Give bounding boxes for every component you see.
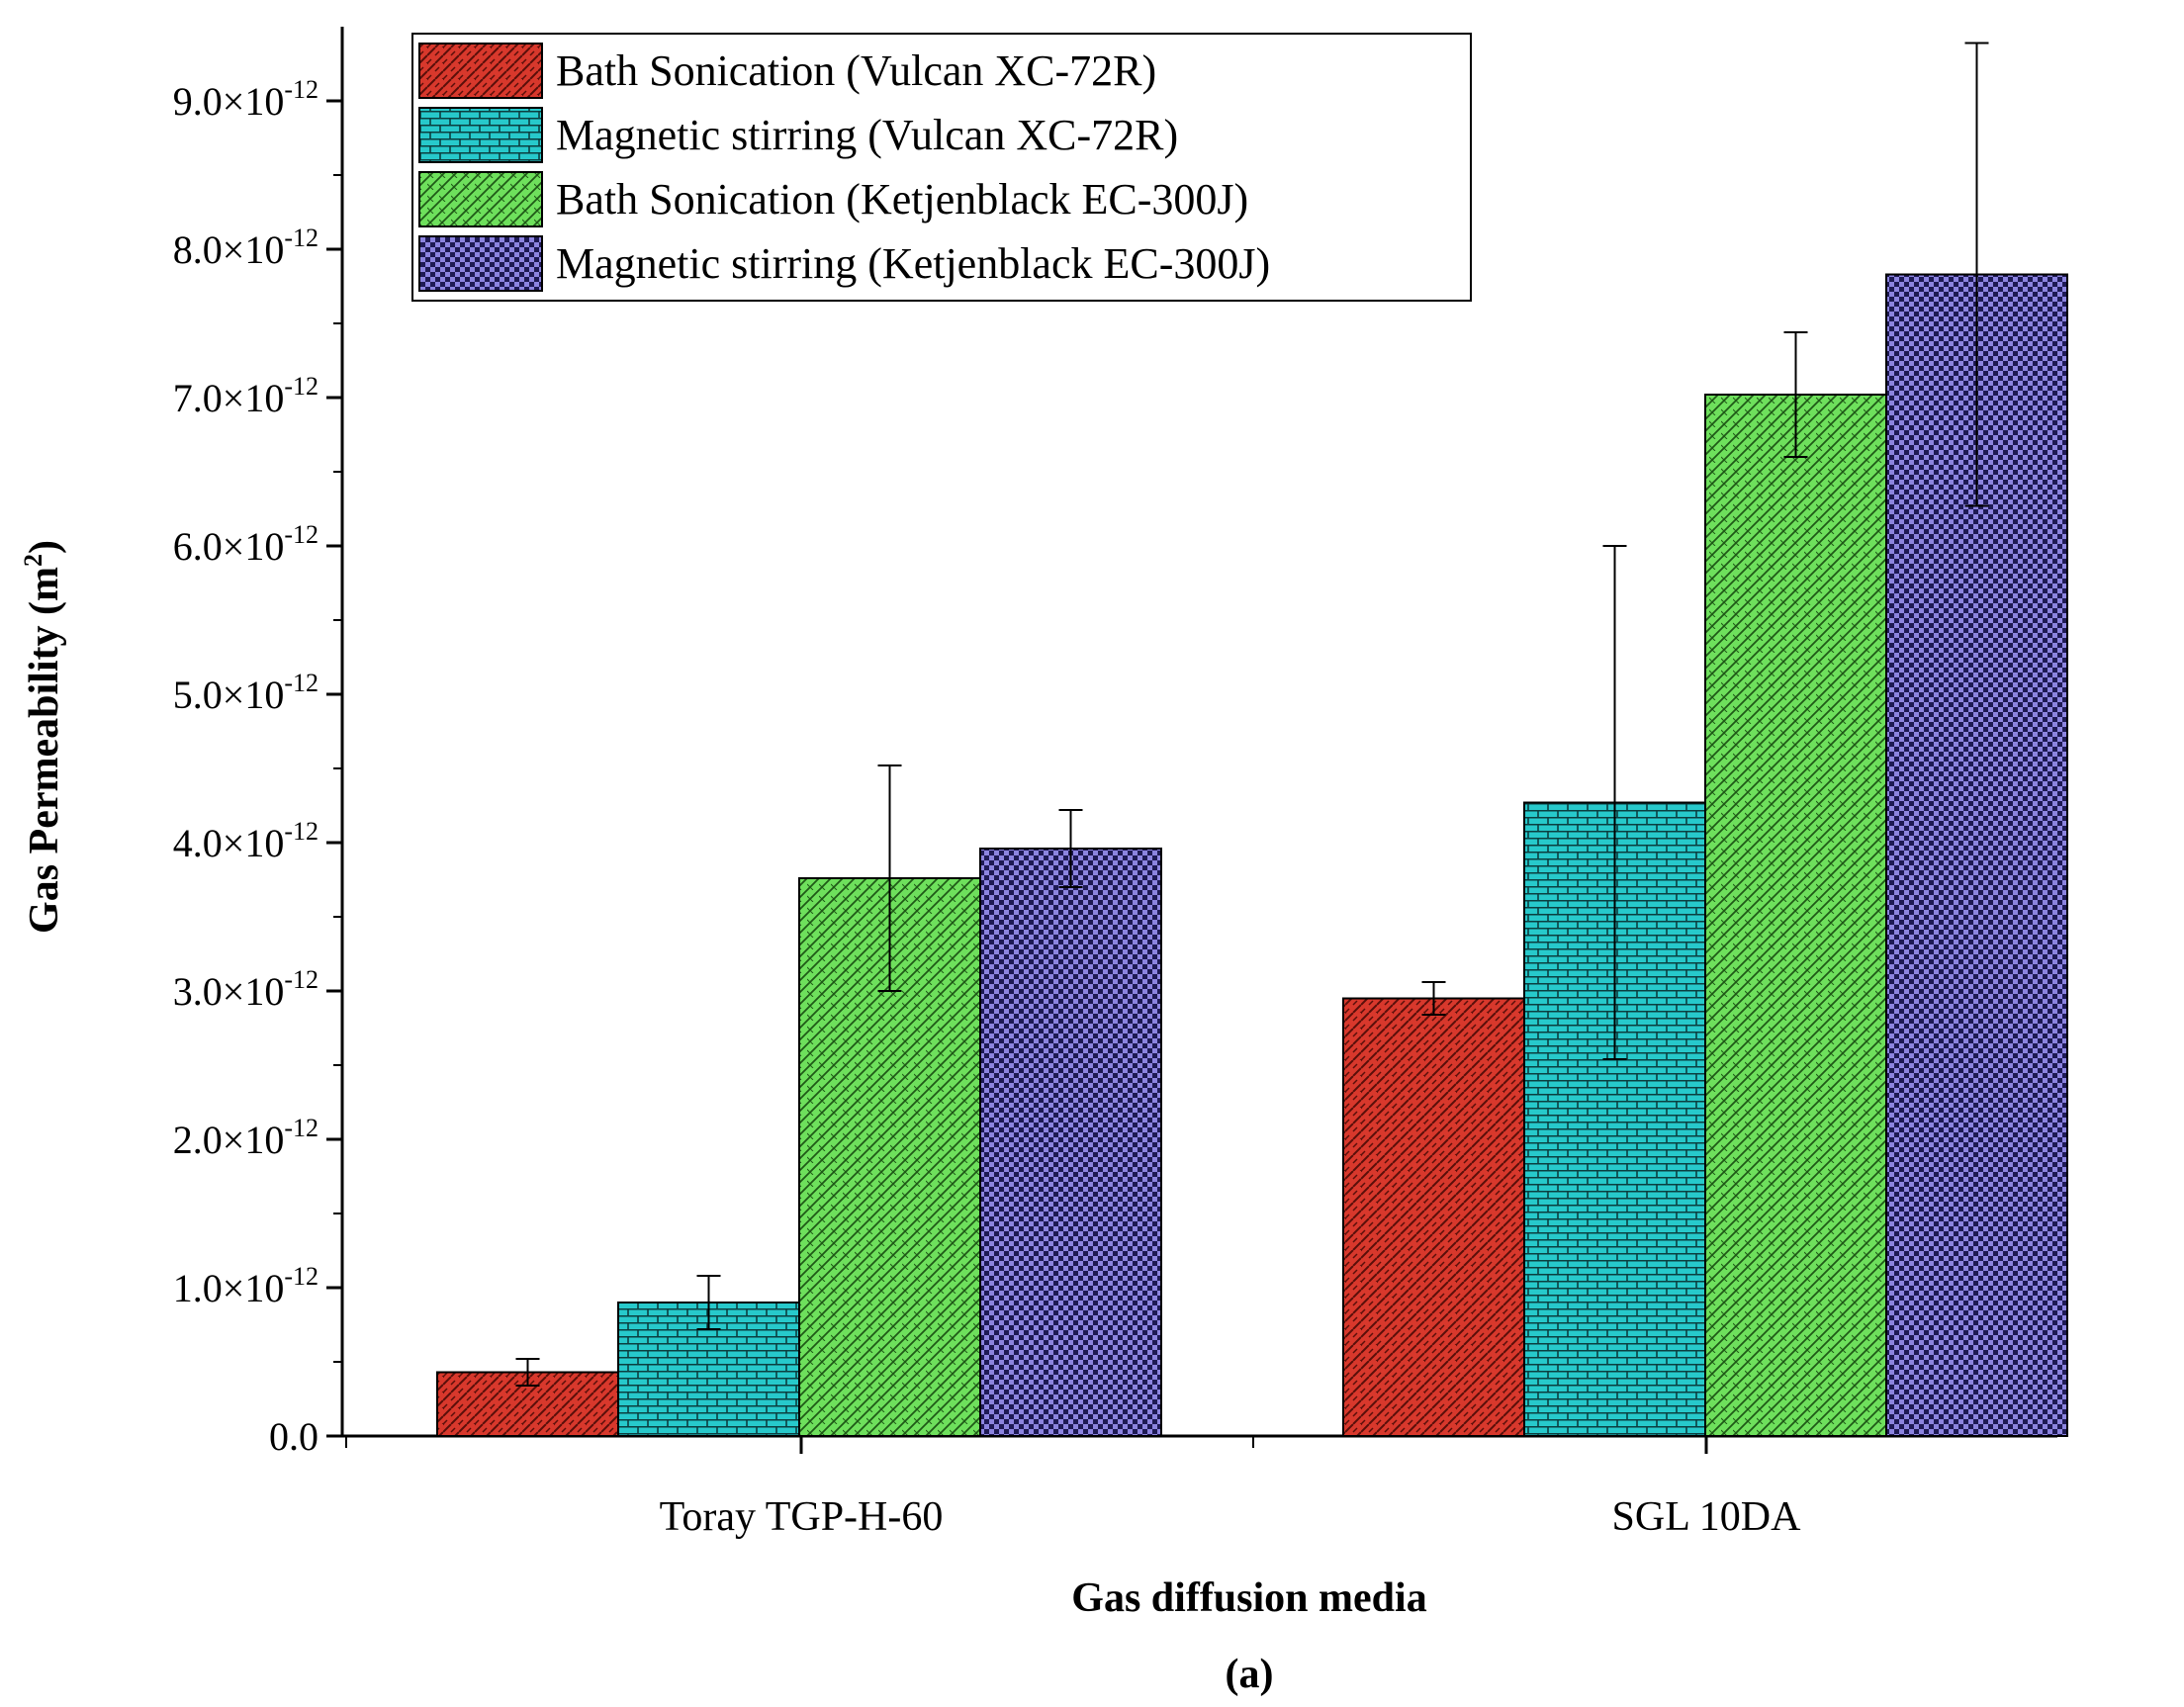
- y-tick-label: 2.0×10-12: [173, 1114, 318, 1162]
- y-tick-label: 4.0×10-12: [173, 817, 318, 865]
- y-tick-label: 6.0×10-12: [173, 520, 318, 569]
- y-tick-label: 5.0×10-12: [173, 669, 318, 717]
- legend-box: [411, 33, 1472, 302]
- legend-swatch-0: [418, 43, 543, 99]
- y-tick-label: 0.0: [269, 1414, 318, 1459]
- legend-swatch-3: [418, 235, 543, 292]
- legend-swatch-1: [418, 107, 543, 163]
- y-tick-label: 1.0×10-12: [173, 1262, 318, 1310]
- y-axis-label: Gas Permeability (m2): [19, 540, 67, 934]
- legend-label-3: Magnetic stirring (Ketjenblack EC-300J): [556, 239, 1270, 288]
- bars-group: [436, 273, 2068, 1437]
- x-tick-label: SGL 10DA: [1612, 1494, 1802, 1540]
- bar-3-0: [979, 848, 1162, 1437]
- bar-2-1: [1704, 394, 1887, 1437]
- legend-label-0: Bath Sonication (Vulcan XC-72R): [556, 46, 1156, 95]
- y-tick-label: 3.0×10-12: [173, 965, 318, 1014]
- y-tick-label: 9.0×10-12: [173, 75, 318, 124]
- legend-swatch-2: [418, 171, 543, 227]
- legend: Bath Sonication (Vulcan XC-72R) Magnetic …: [411, 33, 1472, 302]
- x-tick-label: Toray TGP-H-60: [660, 1494, 944, 1540]
- error-bars-group: [515, 42, 1989, 1387]
- panel-label: (a): [1226, 1652, 1274, 1697]
- y-tick-label: 7.0×10-12: [173, 372, 318, 420]
- legend-label-1: Magnetic stirring (Vulcan XC-72R): [556, 111, 1178, 159]
- legend-label-2: Bath Sonication (Ketjenblack EC-300J): [556, 175, 1248, 224]
- y-tick-label: 8.0×10-12: [173, 224, 318, 272]
- y-tick-labels: 0.0 1.0×10-12 2.0×10-12 3.0×10-12 4.0×10-12 5…: [173, 75, 318, 1459]
- x-tick-labels: Toray TGP-H-60 SGL 10DA: [660, 1494, 1802, 1540]
- x-axis-label: Gas diffusion media: [1071, 1575, 1426, 1621]
- bar-0-1: [1342, 997, 1525, 1437]
